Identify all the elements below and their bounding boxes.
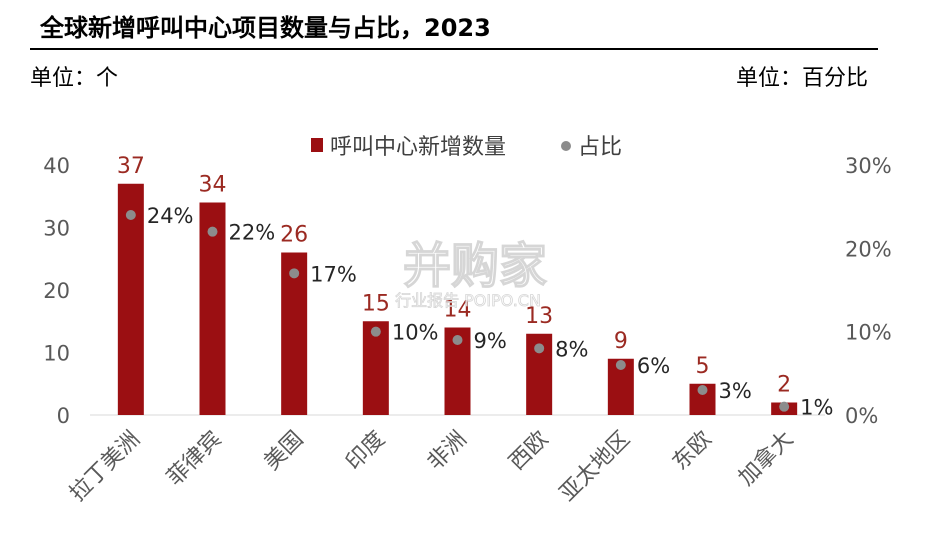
legend: 呼叫中心新增数量 占比 xyxy=(311,135,622,160)
category-label: 拉丁美洲 xyxy=(65,427,145,507)
category-label: 非洲 xyxy=(423,427,472,476)
bar-value-label: 13 xyxy=(525,304,553,329)
watermark-sub: 行业报告 POIPO.CN xyxy=(395,291,541,310)
share-dot xyxy=(534,343,545,354)
category-label: 印度 xyxy=(341,427,390,476)
watermark-main: 并购家 xyxy=(403,238,547,294)
share-value-label: 24% xyxy=(147,204,194,228)
bar-value-label: 2 xyxy=(777,373,791,398)
bar-value-label: 34 xyxy=(199,173,227,198)
share-dot xyxy=(125,210,136,220)
share-value-label: 10% xyxy=(392,321,439,345)
share-dot xyxy=(615,360,626,370)
share-value-label: 8% xyxy=(555,337,588,361)
y-left-tick-label: 0 xyxy=(57,404,70,428)
share-dot xyxy=(452,335,463,345)
title-rule xyxy=(30,48,878,50)
bar-value-label: 5 xyxy=(696,354,710,379)
bar xyxy=(117,183,144,415)
unit-right-label: 单位：百分比 xyxy=(735,66,868,91)
category-label: 东欧 xyxy=(668,427,717,476)
chart-title: 全球新增呼叫中心项目数量与占比，2023 xyxy=(40,14,491,42)
share-dot xyxy=(697,385,708,395)
y-right-tick-label: 10% xyxy=(845,321,892,345)
share-dot xyxy=(370,326,381,337)
bar-value-label: 14 xyxy=(444,298,472,323)
share-value-label: 22% xyxy=(229,221,276,245)
y-left-tick-label: 10 xyxy=(43,342,70,366)
legend-swatch-dot xyxy=(561,141,571,151)
share-value-label: 6% xyxy=(637,354,670,378)
unit-left-label: 单位：个 xyxy=(30,66,119,91)
category-label: 亚太地区 xyxy=(555,427,635,507)
legend-label-bar: 呼叫中心新增数量 xyxy=(330,135,506,160)
dots: 24% 22% 17% 10% 9% 8% 6% 3% 1% xyxy=(125,204,833,420)
share-value-label: 17% xyxy=(310,262,357,286)
share-value-label: 9% xyxy=(474,329,507,353)
category-label: 加拿大 xyxy=(733,426,798,491)
watermark: 并购家 行业报告 POIPO.CN xyxy=(395,237,548,310)
share-value-label: 1% xyxy=(800,396,833,420)
legend-swatch-bar xyxy=(311,138,323,152)
category-label: 美国 xyxy=(260,427,309,476)
share-dot xyxy=(779,401,790,412)
y-right-tick-label: 20% xyxy=(845,237,892,261)
category-label: 菲律宾 xyxy=(162,427,226,491)
bars: 37 34 26 15 14 13 9 5 2 xyxy=(117,154,798,415)
bar-value-label: 15 xyxy=(362,291,390,316)
y-left-tick-label: 40 xyxy=(43,154,70,178)
bar-value-label: 37 xyxy=(117,154,145,179)
bar-value-label: 9 xyxy=(614,329,628,354)
bar xyxy=(199,202,226,415)
y-right-tick-label: 30% xyxy=(845,154,892,178)
bar-value-label: 26 xyxy=(280,223,308,248)
legend-label-dot: 占比 xyxy=(578,135,622,160)
bar xyxy=(362,321,389,415)
y-left-tick-label: 20 xyxy=(43,279,70,303)
share-value-label: 3% xyxy=(719,379,752,403)
share-dot xyxy=(207,226,218,237)
y-left-tick-label: 30 xyxy=(43,217,70,241)
y-right-tick-label: 0% xyxy=(845,404,878,428)
category-label: 西欧 xyxy=(505,427,554,476)
share-dot xyxy=(289,268,300,279)
bar xyxy=(281,252,308,415)
